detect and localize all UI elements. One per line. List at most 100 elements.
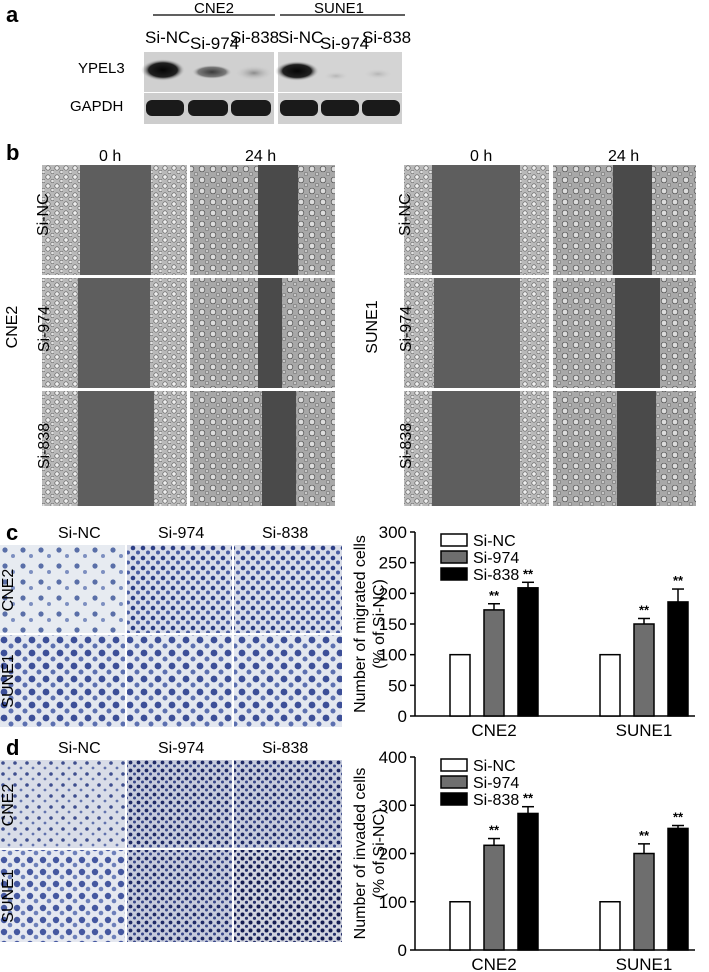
blot-group-sune1: SUNE1 — [314, 0, 365, 17]
cne2-wound-grid — [42, 165, 335, 506]
gapdh-band — [280, 100, 318, 116]
time-label: 0 h — [99, 148, 122, 165]
lane-label: Si-NC — [145, 28, 191, 47]
y-axis-label: (% of Si-NC) — [371, 579, 388, 669]
bar — [483, 844, 505, 951]
bar — [599, 901, 621, 951]
panel-label-b: b — [6, 140, 20, 165]
transwell-col-label: Si-NC — [58, 525, 101, 542]
y-tick-label: 100 — [379, 646, 407, 665]
ypel3-band — [275, 61, 319, 81]
significance-label: ** — [639, 602, 650, 617]
transwell-row-label: CNE2 — [0, 568, 17, 612]
invasion-images — [0, 760, 342, 942]
y-tick-label: 50 — [388, 676, 407, 695]
y-tick-label: 200 — [379, 584, 407, 603]
western-blot — [141, 14, 405, 124]
gapdh-band — [231, 100, 271, 116]
x-tick-label: CNE2 — [471, 955, 516, 972]
legend-swatch — [440, 533, 468, 547]
migration-image — [127, 635, 232, 727]
bar — [667, 601, 689, 717]
ypel3-band — [192, 65, 232, 79]
legend-swatch — [440, 550, 468, 564]
significance-label: ** — [523, 566, 534, 581]
y-tick-label: 400 — [379, 748, 407, 767]
panel-label-a: a — [6, 2, 19, 27]
legend-label: Si-974 — [473, 775, 519, 792]
y-tick-label: 200 — [379, 845, 407, 864]
migration-image — [0, 545, 125, 633]
wound-row-label: Si-NC — [35, 193, 52, 236]
blot-group-cne2: CNE2 — [194, 0, 235, 17]
bar — [667, 827, 689, 951]
migration-image — [0, 635, 125, 727]
x-tick-label: SUNE1 — [616, 955, 673, 972]
wound-row-label: Si-NC — [397, 193, 414, 236]
y-tick-label: 250 — [379, 554, 407, 573]
wound-row-label: Si-974 — [398, 305, 415, 353]
legend-label: Si-838 — [473, 792, 519, 809]
x-tick-label: CNE2 — [471, 721, 516, 738]
significance-label: ** — [673, 573, 684, 588]
bar — [517, 587, 539, 717]
panel-label-c: c — [6, 520, 19, 545]
migration-image — [234, 545, 342, 633]
wound-row-label: Si-838 — [398, 422, 415, 470]
legend-swatch — [440, 567, 468, 581]
migration-bar-chart: 0 50 100 150 200 250 300 Number of migrated cel… — [352, 523, 695, 738]
wound-cellline-label: CNE2 — [4, 305, 21, 349]
y-tick-label: 300 — [379, 523, 407, 542]
time-label: 24 h — [245, 148, 277, 165]
sune1-wound-grid — [404, 165, 696, 506]
invasion-image — [0, 760, 125, 848]
transwell-row-label: SUNE1 — [0, 654, 17, 708]
lane-label: Si-974 — [190, 34, 240, 53]
transwell-col-label: Si-838 — [262, 740, 309, 757]
bar — [633, 852, 655, 951]
y-axis-label: Number of migrated cells — [352, 535, 369, 713]
y-tick-label: 300 — [379, 796, 407, 815]
migration-images — [0, 545, 342, 727]
migration-image — [127, 545, 232, 633]
transwell-col-label: Si-974 — [158, 740, 205, 757]
lane-label: Si-838 — [362, 28, 412, 47]
legend-label: Si-NC — [473, 533, 516, 550]
legend-label: Si-974 — [473, 550, 519, 567]
bar — [483, 609, 505, 717]
time-label: 24 h — [608, 148, 640, 165]
bar — [599, 653, 621, 717]
bar — [449, 901, 471, 951]
y-axis-label: Number of invaded cells — [352, 768, 369, 940]
invasion-image — [0, 850, 125, 942]
legend-swatch — [440, 758, 468, 772]
invasion-image — [234, 760, 342, 848]
transwell-col-label: Si-838 — [262, 525, 309, 542]
transwell-row-label: CNE2 — [0, 783, 17, 827]
wound-cellline-label: SUNE1 — [364, 300, 381, 354]
significance-label: ** — [673, 810, 684, 825]
y-tick-label: 0 — [398, 707, 407, 726]
transwell-row-label: SUNE1 — [0, 869, 17, 923]
x-tick-label: SUNE1 — [616, 721, 673, 738]
significance-label: ** — [489, 823, 500, 838]
blot-row-ypel3: YPEL3 — [78, 60, 125, 77]
y-tick-label: 0 — [398, 941, 407, 960]
panel-label-d: d — [6, 735, 20, 760]
time-label: 0 h — [470, 148, 493, 165]
gapdh-band — [188, 100, 228, 116]
lane-label: Si-974 — [320, 34, 370, 53]
blot-row-gapdh: GAPDH — [70, 98, 124, 115]
transwell-col-label: Si-974 — [158, 525, 205, 542]
y-tick-label: 100 — [379, 893, 407, 912]
significance-label: ** — [639, 828, 650, 843]
y-tick-label: 150 — [379, 615, 407, 634]
wound-row-label: Si-838 — [36, 422, 53, 470]
gapdh-band — [362, 100, 400, 116]
migration-image — [234, 635, 342, 727]
gapdh-band — [321, 100, 359, 116]
y-axis-label: (% of Si-NC) — [371, 809, 388, 899]
ypel3-band — [322, 71, 350, 81]
ypel3-band — [362, 68, 394, 80]
ypel3-band — [141, 59, 185, 81]
